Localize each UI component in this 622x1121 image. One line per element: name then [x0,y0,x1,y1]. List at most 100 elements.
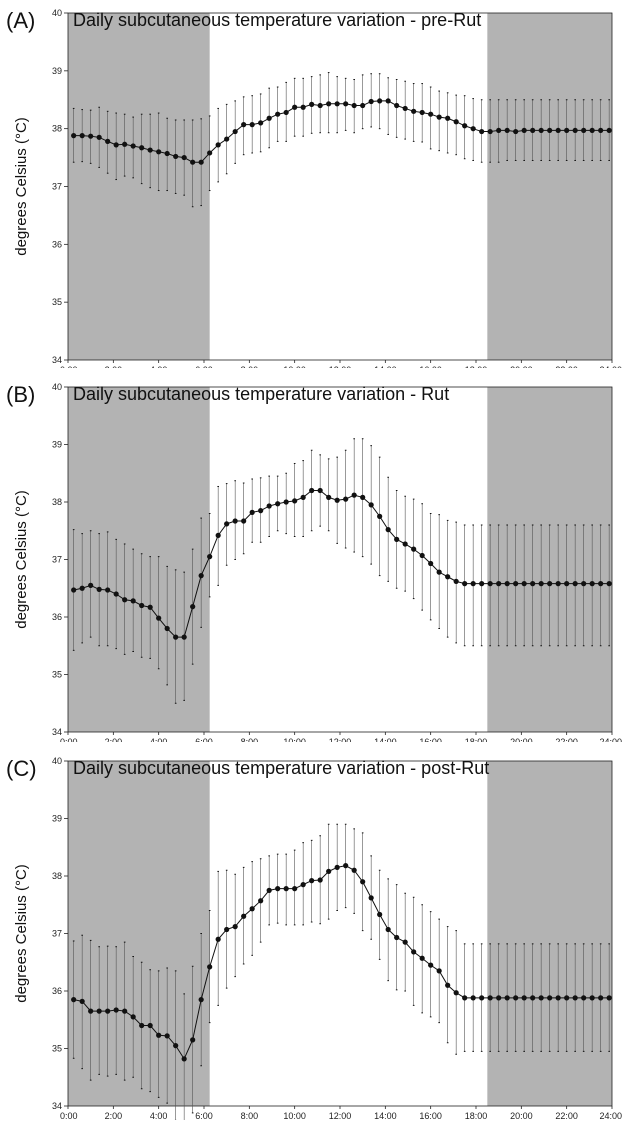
data-point-b-55 [538,581,544,587]
y-tick-label-b-0: 34 [52,727,62,737]
data-point-c-55 [538,995,544,1001]
data-point-b-13 [181,634,187,640]
x-tick-label-a-8: 16:00 [419,365,442,368]
data-point-c-59 [572,995,578,1001]
data-point-a-34 [360,102,366,109]
shaded-region-a-1 [487,13,612,360]
x-tick-label-a-10: 20:00 [510,365,533,368]
data-point-a-36 [377,98,383,104]
data-point-b-51 [504,581,510,587]
data-point-a-61 [589,127,595,134]
data-point-a-11 [164,150,170,157]
x-tick-label-b-10: 20:00 [510,737,533,742]
data-point-a-14 [190,159,196,165]
data-point-a-13 [181,154,187,161]
x-tick-label-c-8: 16:00 [419,1111,442,1120]
data-point-a-50 [496,127,502,134]
data-point-a-19 [232,128,238,135]
data-point-c-12 [173,1043,179,1049]
data-point-c-41 [419,955,425,961]
x-tick-label-b-12: 24:00 [599,737,622,742]
x-tick-label-b-1: 2:00 [105,737,123,742]
data-point-c-25 [283,886,289,892]
data-point-b-42 [428,560,434,567]
x-tick-label-c-12: 24:00 [599,1111,622,1120]
y-tick-label-a-6: 40 [52,8,62,18]
data-point-c-58 [564,995,570,1001]
y-tick-label-a-1: 35 [52,297,62,307]
x-tick-label-c-10: 20:00 [510,1111,533,1120]
data-point-b-3 [96,586,102,592]
data-point-b-52 [513,581,519,587]
data-point-c-44 [445,982,451,988]
data-point-b-43 [436,569,442,575]
data-point-a-42 [428,111,434,117]
y-tick-label-a-3: 37 [52,182,62,192]
x-tick-label-a-4: 8:00 [241,365,259,368]
data-point-c-23 [266,887,272,893]
data-point-b-25 [283,499,289,505]
data-point-a-23 [266,115,272,121]
x-tick-label-c-2: 4:00 [150,1111,168,1120]
x-tick-label-a-3: 6:00 [195,365,213,368]
data-point-a-20 [241,122,247,128]
data-point-b-5 [113,591,119,597]
x-tick-label-a-2: 4:00 [150,365,168,368]
data-point-c-24 [275,886,281,892]
data-point-c-15 [198,997,204,1003]
data-point-a-47 [470,126,476,132]
data-point-a-6 [122,141,128,147]
data-point-b-53 [521,581,527,587]
data-point-b-24 [275,501,281,507]
data-point-a-10 [156,149,162,155]
panel-label-c: (C) [6,756,37,781]
data-point-b-2 [88,582,94,588]
data-point-b-40 [411,546,417,552]
data-point-a-25 [283,109,289,116]
data-point-a-30 [326,101,332,107]
data-point-c-19 [232,924,238,930]
data-point-a-54 [530,127,536,134]
data-point-b-6 [122,597,128,603]
x-tick-label-b-5: 10:00 [283,737,306,742]
shaded-region-a-0 [68,13,210,360]
data-point-c-48 [479,995,485,1001]
x-tick-label-b-2: 4:00 [150,737,168,742]
data-point-b-20 [241,518,247,524]
y-axis-label-b: degrees Celsius (°C) [13,490,30,629]
data-point-a-55 [538,127,544,134]
data-point-c-18 [224,926,230,933]
data-point-b-33 [351,492,357,498]
data-point-a-3 [96,134,102,140]
data-point-b-62 [598,581,604,587]
data-point-b-8 [139,602,145,609]
y-tick-label-c-1: 35 [52,1044,62,1054]
data-point-b-0 [71,587,77,593]
x-tick-label-a-5: 10:00 [283,365,306,368]
data-point-a-29 [317,102,323,109]
data-point-a-41 [419,109,425,116]
data-point-b-16 [207,554,213,560]
chart-svg-a: 34 35 36 37 38 39 40 0:00 2:00 4:00 6:00 8:00 10:00 1… [13,8,622,368]
data-point-c-39 [402,939,408,945]
chart-svg-c: 34 35 36 37 38 39 40 0:00 2:00 4:00 6:00 8:00 10:00 1… [13,756,622,1120]
y-tick-label-c-5: 39 [52,814,62,824]
y-tick-label-c-6: 40 [52,756,62,766]
data-point-c-7 [130,1014,136,1020]
data-point-c-52 [513,995,519,1001]
data-point-b-56 [547,581,553,587]
x-tick-label-a-1: 2:00 [105,365,123,368]
data-point-c-50 [496,995,502,1001]
data-point-b-11 [164,625,170,632]
data-point-a-57 [555,127,561,134]
data-point-b-12 [173,634,179,640]
data-point-c-45 [453,990,459,996]
data-point-a-39 [402,105,408,112]
y-tick-label-c-3: 37 [52,929,62,939]
y-tick-label-b-3: 37 [52,555,62,565]
x-tick-label-c-9: 18:00 [465,1111,488,1120]
panel-label-b: (B) [6,382,36,407]
data-point-b-61 [589,581,595,587]
data-point-c-21 [249,906,255,912]
chart-panel-b: 34 35 36 37 38 39 40 0:00 2:00 4:00 6:00 8:00 10:00 1… [0,382,622,742]
